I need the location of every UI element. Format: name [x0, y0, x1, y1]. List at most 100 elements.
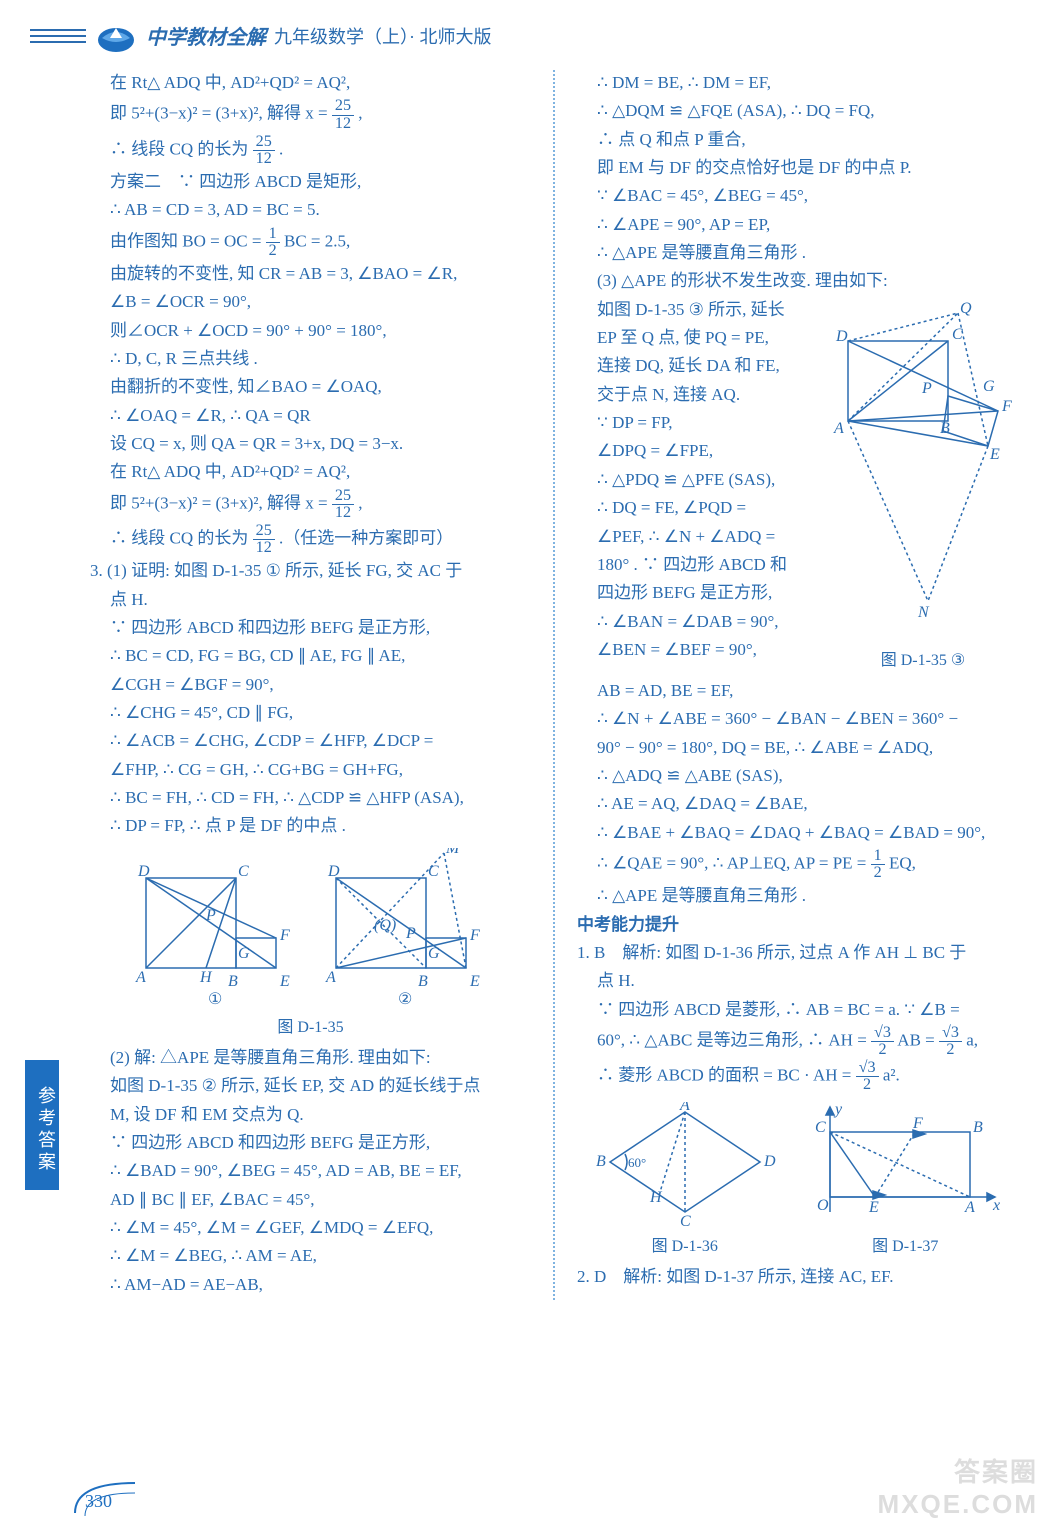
svg-text:B: B — [940, 420, 950, 437]
svg-text:②: ② — [398, 991, 412, 1008]
svg-text:E: E — [868, 1199, 879, 1216]
svg-text:B: B — [973, 1119, 983, 1136]
text-span: 由作图知 BO = OC = — [110, 231, 266, 250]
svg-text:A: A — [325, 969, 336, 986]
text-span: ∴ ∠QAE = 90°, ∴ AP⊥EQ, AP = PE = — [597, 854, 871, 873]
text-span: EQ, — [889, 854, 916, 873]
svg-text:O: O — [817, 1197, 829, 1214]
text-line: 如图 D-1-35 ② 所示, 延长 EP, 交 AD 的延长线于点 — [90, 1073, 531, 1099]
logo-icon — [96, 18, 136, 58]
text-line: ∴ △APE 是等腰直角三角形 . — [577, 240, 1018, 266]
book-title: 中学教材全解 — [146, 23, 266, 54]
text-line: 在 Rt△ ADQ 中, AD²+QD² = AQ², — [90, 459, 531, 485]
svg-text:D: D — [137, 863, 150, 880]
figure-d-1-35: DC AB EF GH P ① DC — [90, 848, 531, 1041]
text-line: M, 设 DF 和 EM 交点为 Q. — [90, 1102, 531, 1128]
fraction: 12 — [266, 226, 280, 259]
svg-text:C: C — [680, 1213, 691, 1227]
text-line: ∴ ∠M = 45°, ∠M = ∠GEF, ∠MDQ = ∠EFQ, — [90, 1215, 531, 1241]
text-line: ∴ ∠OAQ = ∠R, ∴ QA = QR — [90, 403, 531, 429]
svg-text:x: x — [992, 1197, 1000, 1214]
figure-d-1-35-svg: DC AB EF GH P ① DC — [116, 848, 506, 1008]
text-span: BC = 2.5, — [284, 231, 350, 250]
content-area: 在 Rt△ ADQ 中, AD²+QD² = AQ², 即 5²+(3−x)² … — [0, 64, 1058, 1300]
figure-d-1-35-3-svg: DC AB EF GP QN — [828, 301, 1018, 641]
text-line: ∴ ∠QAE = 90°, ∴ AP⊥EQ, AP = PE = 12 EQ, — [577, 848, 1018, 881]
section-title: 中考能力提升 — [577, 912, 1018, 938]
svg-text:M: M — [445, 848, 461, 857]
figure-d-1-37: CB OE AF yx 图 D-1-37 — [805, 1102, 1005, 1260]
figure-caption: 图 D-1-36 — [590, 1235, 780, 1260]
figure-caption: 图 D-1-37 — [805, 1235, 1005, 1260]
text-line: ∴ △APE 是等腰直角三角形 . — [577, 883, 1018, 909]
svg-text:P: P — [205, 907, 216, 924]
text-line: ∵ 四边形 ABCD 是菱形, ∴ AB = BC = a. ∵ ∠B = — [577, 997, 1018, 1023]
text-line: ∴ DP = FP, ∴ 点 P 是 DF 的中点 . — [90, 813, 531, 839]
svg-text:①: ① — [208, 991, 222, 1008]
text-line: 点 H. — [577, 968, 1018, 994]
text-line: (2) 解: △APE 是等腰直角三角形. 理由如下: — [90, 1045, 531, 1071]
text-line: 方案二 ∵ 四边形 ABCD 是矩形, — [90, 169, 531, 195]
text-line: ∠FHP, ∴ CG = GH, ∴ CG+BG = GH+FG, — [90, 757, 531, 783]
fraction: 2512 — [332, 98, 354, 131]
text-line: ∴ BC = CD, FG = BG, CD ∥ AE, FG ∥ AE, — [90, 643, 531, 669]
svg-text:D: D — [763, 1153, 776, 1170]
svg-text:A: A — [679, 1102, 690, 1114]
text-span: 即 5²+(3−x)² = (3+x)², 解得 x = — [110, 104, 332, 123]
text-line: AB = AD, BE = EF, — [577, 678, 1018, 704]
left-column: 在 Rt△ ADQ 中, AD²+QD² = AQ², 即 5²+(3−x)² … — [90, 70, 549, 1300]
figure-caption: 图 D-1-35 ③ — [828, 649, 1018, 674]
text-line: ∴ △DQM ≌ △FQE (ASA), ∴ DQ = FQ, — [577, 98, 1018, 124]
text-line: 90° − 90° = 180°, DQ = BE, ∴ ∠ABE = ∠ADQ… — [577, 735, 1018, 761]
book-subtitle: 九年级数学（上）· 北师大版 — [274, 24, 492, 52]
svg-text:(Q): (Q) — [374, 917, 396, 934]
text-line: (3) △APE 的形状不发生改变. 理由如下: — [577, 268, 1018, 294]
svg-text:A: A — [135, 969, 146, 986]
text-span: ∴ 菱形 ABCD 的面积 = BC · AH = — [597, 1066, 856, 1085]
text-line: ∠CGH = ∠BGF = 90°, — [90, 672, 531, 698]
svg-text:G: G — [238, 945, 250, 962]
svg-text:G: G — [428, 945, 440, 962]
text-line: 在 Rt△ ADQ 中, AD²+QD² = AQ², — [90, 70, 531, 96]
text-line: ∴ AB = CD = 3, AD = BC = 5. — [90, 197, 531, 223]
text-line: ∴ AE = AQ, ∠DAQ = ∠BAE, — [577, 791, 1018, 817]
text-line: 2. D 解析: 如图 D-1-37 所示, 连接 AC, EF. — [577, 1264, 1018, 1290]
text-line: 即 5²+(3−x)² = (3+x)², 解得 x = 2512 , — [90, 488, 531, 521]
text-line: ∴ ∠M = ∠BEG, ∴ AM = AE, — [90, 1243, 531, 1269]
text-line: ∵ 四边形 ABCD 和四边形 BEFG 是正方形, — [90, 615, 531, 641]
text-line: ∴ BC = FH, ∴ CD = FH, ∴ △CDP ≌ △HFP (ASA… — [90, 785, 531, 811]
text-line: 由旋转的不变性, 知 CR = AB = 3, ∠BAO = ∠R, — [90, 261, 531, 287]
svg-text:E: E — [989, 446, 1000, 463]
text-line: 点 H. — [90, 587, 531, 613]
text-line: 1. B 解析: 如图 D-1-36 所示, 过点 A 作 AH ⊥ BC 于 — [577, 940, 1018, 966]
header-lines-icon — [30, 24, 86, 52]
fraction: √32 — [856, 1060, 879, 1093]
figure-row: AB CD H 60° 图 D-1-36 — [577, 1102, 1018, 1260]
watermark-bottom: MXQE.COM — [878, 1484, 1038, 1524]
svg-text:C: C — [428, 863, 439, 880]
text-span: 即 5²+(3−x)² = (3+x)², 解得 x = — [110, 493, 332, 512]
text-line: 即 5²+(3−x)² = (3+x)², 解得 x = 2512 , — [90, 98, 531, 131]
svg-text:N: N — [917, 604, 930, 621]
text-span: 60°, ∴ △ABC 是等边三角形, ∴ AH = — [597, 1031, 871, 1050]
figure-caption: 图 D-1-35 — [90, 1016, 531, 1041]
fraction: √32 — [871, 1025, 894, 1058]
text-span: , — [358, 493, 362, 512]
text-line: ∴ △ADQ ≌ △ABE (SAS), — [577, 763, 1018, 789]
text-span: AB = — [897, 1031, 939, 1050]
text-line: ∴ ∠N + ∠ABE = 360° − ∠BAN − ∠BEN = 360° … — [577, 706, 1018, 732]
fraction: 2512 — [253, 134, 275, 167]
fraction: 12 — [871, 848, 885, 881]
text-line: ∵ ∠BAC = 45°, ∠BEG = 45°, — [577, 183, 1018, 209]
text-line: ∴ ∠BAE + ∠BAQ = ∠DAQ + ∠BAQ = ∠BAD = 90°… — [577, 820, 1018, 846]
text-span: , — [358, 104, 362, 123]
page-number: 330 — [85, 1488, 112, 1516]
text-line: ∠B = ∠OCR = 90°, — [90, 289, 531, 315]
svg-text:D: D — [327, 863, 340, 880]
figure-d-1-36: AB CD H 60° 图 D-1-36 — [590, 1102, 780, 1260]
fraction: √32 — [939, 1025, 962, 1058]
svg-text:B: B — [228, 973, 238, 990]
text-span: a². — [883, 1066, 900, 1085]
svg-text:D: D — [835, 328, 848, 345]
text-line: ∴ 菱形 ABCD 的面积 = BC · AH = √32 a². — [577, 1060, 1018, 1093]
